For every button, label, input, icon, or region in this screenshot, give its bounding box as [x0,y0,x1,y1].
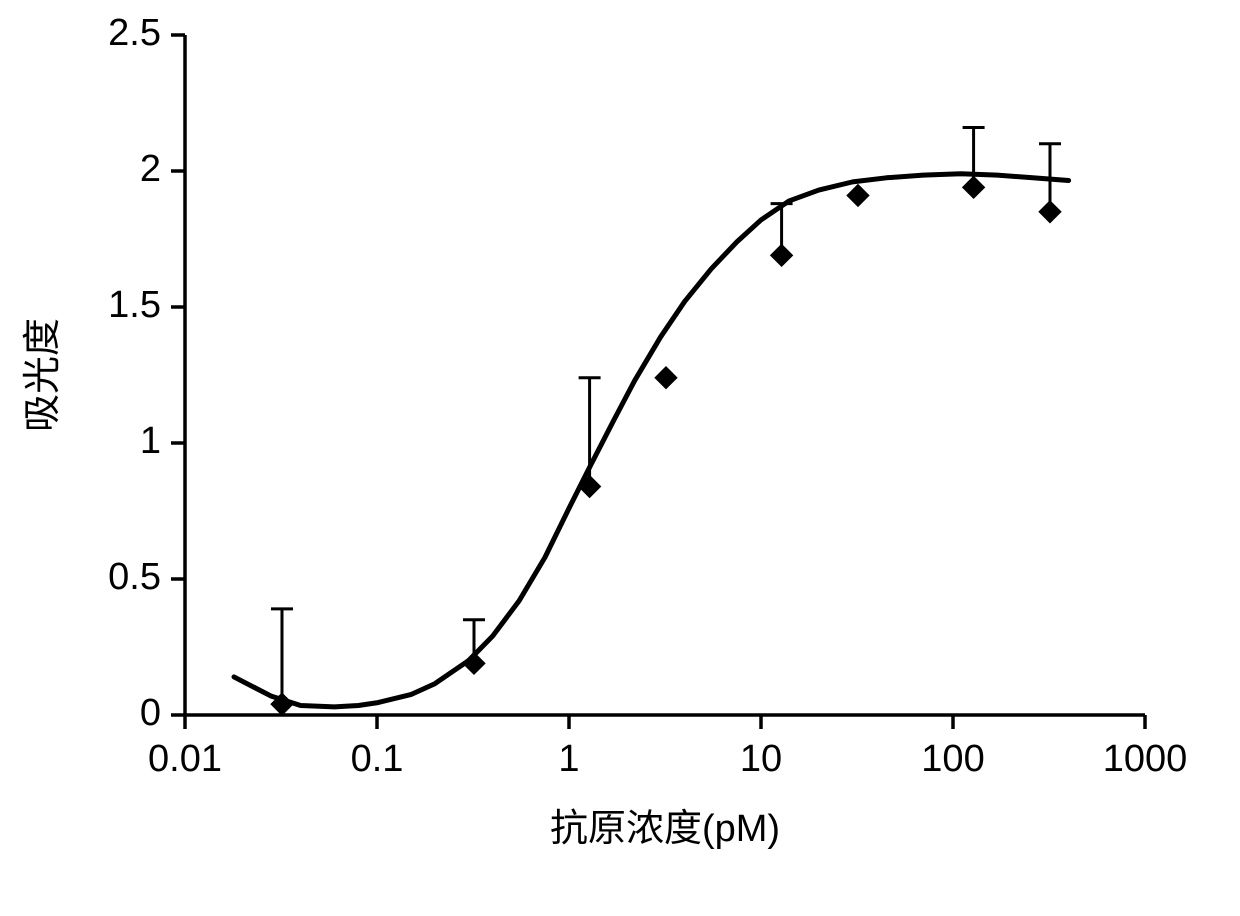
x-tick-label: 10 [740,738,782,780]
x-tick-label: 0.1 [351,738,404,780]
x-tick-label: 1 [558,738,579,780]
chart-svg: 0 0.5 1 1.5 2 2.5 0.01 0.1 1 10 100 1000 吸光度抗原浓度(pM) [0,0,1240,916]
x-axis-title: 抗原浓度(pM) [550,808,780,850]
y-tick-label: 0.5 [108,556,161,598]
x-tick-label: 100 [921,738,984,780]
x-tick-label: 0.01 [148,738,222,780]
y-tick-label: 1.5 [108,284,161,326]
y-tick-label: 2.5 [108,12,161,54]
y-tick-label: 1 [140,420,161,462]
x-tick-label: 1000 [1103,738,1188,780]
y-tick-label: 2 [140,148,161,190]
dose-response-chart: 0 0.5 1 1.5 2 2.5 0.01 0.1 1 10 100 1000 吸光度抗原浓度(pM) [0,0,1240,916]
y-tick-label: 0 [140,692,161,734]
y-axis-title: 吸光度 [22,318,64,432]
